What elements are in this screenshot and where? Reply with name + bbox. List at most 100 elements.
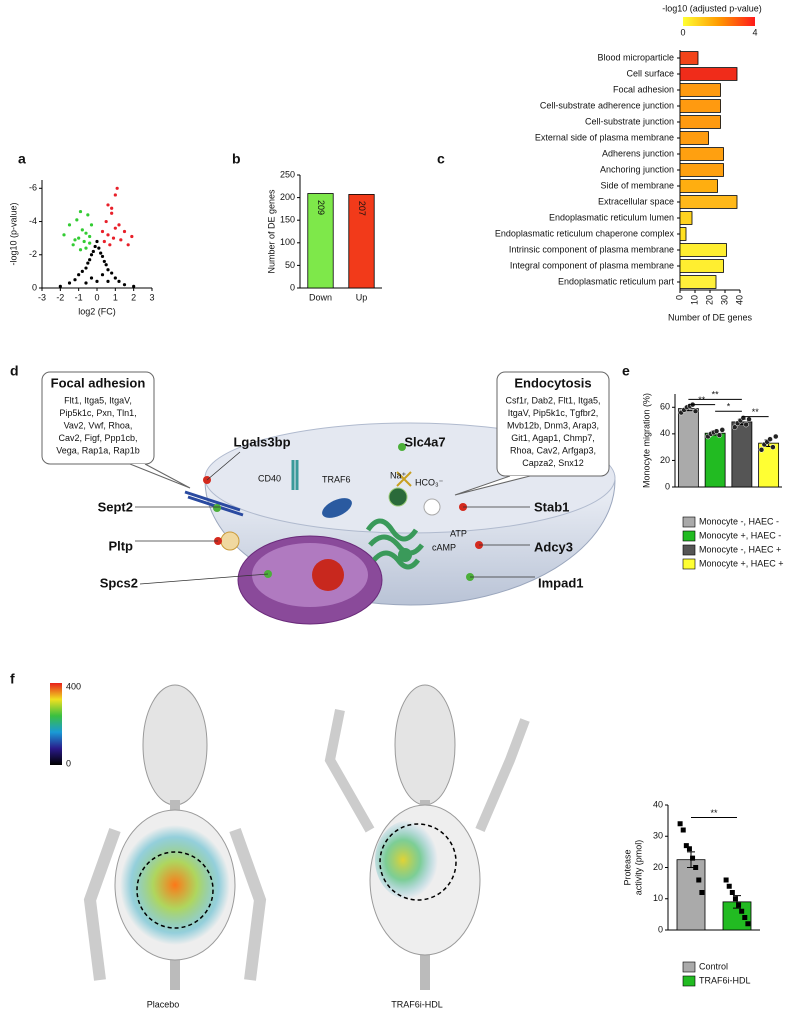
legend-label: Monocyte -, HAEC + [699, 544, 781, 554]
molecule-label: CD40 [258, 473, 281, 483]
protein-dot [213, 504, 221, 512]
legend-label: Monocyte -, HAEC - [699, 516, 779, 526]
point [736, 902, 742, 908]
legend-swatch [682, 530, 696, 542]
y-tick-label: Anchoring junction [600, 164, 674, 174]
bar [679, 115, 721, 129]
point [723, 877, 729, 883]
point [115, 186, 119, 190]
point [110, 271, 114, 275]
point [58, 284, 62, 288]
y-tick-label: Endoplasmatic reticulum part [558, 276, 675, 286]
point [78, 209, 83, 214]
y-axis-label: Number of DE genes [266, 189, 276, 274]
gene-label: Sept2 [98, 499, 133, 514]
point [716, 432, 723, 438]
roi-circle [136, 851, 214, 929]
point [102, 259, 106, 264]
x-tick-label: 40 [734, 295, 744, 305]
point [745, 921, 751, 927]
point [62, 233, 66, 237]
point [106, 268, 110, 272]
y-tick-label: 10 [653, 893, 663, 903]
y-tick-label: Integral component of plasma membrane [510, 260, 674, 270]
point [80, 269, 84, 273]
x-tick-label: 3 [149, 292, 154, 302]
bar [679, 227, 687, 241]
y-tick-label: Intrinsic component of plasma membrane [509, 244, 674, 254]
y-tick-label: 20 [660, 455, 670, 465]
skull [394, 684, 456, 806]
point [93, 244, 97, 249]
point [110, 206, 114, 210]
point [89, 223, 94, 227]
point [104, 263, 108, 267]
molecule-label: ATP [450, 528, 467, 538]
point [692, 408, 699, 415]
point [743, 421, 749, 428]
x-tick-label: 30 [719, 295, 729, 305]
x-tick-label: Up [356, 292, 368, 302]
y-tick-label: 0 [290, 282, 295, 292]
point [108, 243, 112, 247]
x-tick-label: 0 [674, 295, 684, 300]
y-tick-label: -6 [29, 183, 37, 193]
point [89, 276, 94, 280]
bar [679, 259, 724, 273]
y-tick-label: Focal adhesion [613, 84, 674, 94]
point [106, 203, 110, 207]
point [88, 234, 92, 239]
colorbar-title: -log10 (adjusted p-value) [662, 3, 762, 13]
molecule-label: Na⁺ [390, 470, 407, 480]
point [106, 233, 110, 237]
x-tick-label: -2 [56, 292, 64, 302]
x-tick-label: 2 [131, 292, 136, 302]
vesicle [220, 531, 240, 551]
legend-label: Monocyte +, HAEC + [699, 558, 784, 568]
y-tick-label: 20 [653, 862, 663, 872]
point [690, 855, 696, 861]
significance-label: ** [712, 390, 720, 400]
point [84, 246, 88, 250]
point [88, 258, 92, 262]
y-axis-label: activity (pmol) [633, 840, 643, 896]
gene-label: Adcy3 [534, 539, 573, 554]
bar [679, 275, 717, 289]
point [84, 281, 88, 285]
point [95, 239, 99, 244]
y-axis-label: -log10 (p-value) [8, 202, 18, 265]
point [110, 211, 114, 215]
point [73, 238, 77, 242]
panel-label: b [232, 151, 241, 167]
point [100, 229, 105, 234]
gene-label: Spcs2 [100, 575, 138, 590]
colorbar-label: 0 [66, 758, 71, 768]
vesicle [388, 487, 408, 507]
bar [704, 432, 726, 488]
point [67, 281, 72, 285]
roi-circle [379, 823, 457, 901]
point [77, 273, 81, 277]
bar [679, 131, 709, 145]
y-tick-label: 50 [285, 260, 295, 270]
point [122, 283, 127, 287]
point [113, 276, 117, 280]
point [82, 239, 86, 244]
gene-label: Stab1 [534, 499, 569, 514]
image-label: TRAF6i-HDL [391, 999, 443, 1009]
callout-title: Endocytosis [514, 375, 591, 390]
callout-line: Vav2, Vwf, Rhoa, [64, 420, 133, 430]
bar [348, 194, 375, 289]
nucleolus [312, 559, 344, 591]
significance-label: ** [752, 407, 760, 417]
y-tick-label: Extracellular space [598, 196, 674, 206]
panel-label: a [18, 151, 26, 167]
legend-label: Control [699, 961, 728, 971]
callout-line: Vega, Rap1a, Rap1b [56, 445, 140, 455]
point [67, 223, 72, 227]
point [758, 447, 765, 453]
x-tick-label: 20 [704, 295, 714, 305]
point [104, 219, 108, 224]
legend-swatch [682, 558, 696, 570]
